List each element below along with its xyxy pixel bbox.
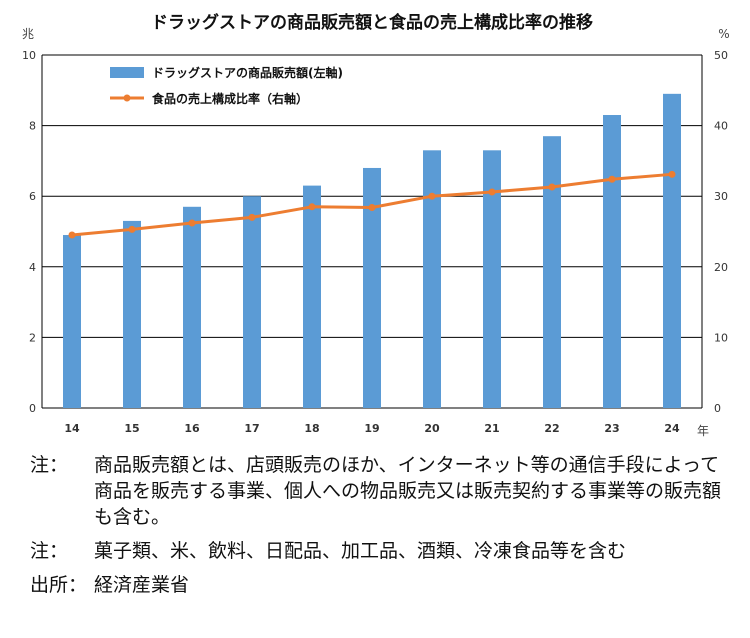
line-point: [308, 203, 316, 211]
left-axis: 0 2 4 6 8 10: [22, 49, 43, 415]
y-right-tick-label: 40: [714, 120, 728, 133]
right-axis-unit: %: [718, 27, 729, 41]
legend: ドラッグストアの商品販売額(左軸) 食品の売上構成比率（右軸）: [110, 65, 343, 106]
x-tick-label: 16: [184, 422, 200, 435]
x-tick-label: 22: [544, 422, 559, 435]
bar: [663, 93, 681, 408]
line-point: [188, 219, 196, 227]
legend-line-label: 食品の売上構成比率（右軸）: [151, 91, 308, 106]
line-point: [488, 188, 496, 196]
x-tick-label: 15: [124, 422, 139, 435]
line-point: [668, 170, 676, 178]
bar: [483, 150, 501, 408]
bar: [603, 115, 621, 408]
note-2: 注： 菓子類、米、飲料、日配品、加工品、酒類、冷凍食品等を含む: [30, 538, 730, 564]
x-tick-label: 14: [64, 422, 80, 435]
legend-bar-label: ドラッグストアの商品販売額(左軸): [152, 65, 343, 80]
line-point: [68, 231, 76, 239]
x-axis-unit: 年: [697, 424, 709, 438]
line-point: [548, 183, 556, 191]
line-point: [248, 213, 256, 221]
note-1: 注： 商品販売額とは、店頭販売のほか、インターネット等の通信手段によって商品を販…: [30, 452, 730, 530]
x-tick-label: 23: [604, 422, 619, 435]
y-left-tick-label: 10: [22, 49, 36, 62]
source-text: 経済産業省: [94, 574, 190, 596]
note-text: 菓子類、米、飲料、日配品、加工品、酒類、冷凍食品等を含む: [94, 540, 627, 562]
bar-series: [63, 93, 681, 408]
bar: [123, 220, 141, 408]
bar: [243, 196, 261, 408]
chart-title: ドラッグストアの商品販売額と食品の売上構成比率の推移: [151, 12, 593, 33]
source: 出所： 経済産業省: [30, 572, 730, 598]
source-label: 出所：: [30, 574, 88, 596]
y-left-tick-label: 0: [29, 402, 36, 415]
x-tick-label: 21: [484, 422, 499, 435]
note-label: 注：: [30, 540, 69, 562]
legend-bar-swatch: [110, 67, 144, 78]
x-tick-label: 17: [244, 422, 259, 435]
bar: [423, 150, 441, 408]
y-right-tick-label: 20: [714, 261, 728, 274]
y-right-tick-label: 30: [714, 190, 728, 203]
x-axis: 14 15 16 17 18 19 20 21 22 23 24: [64, 422, 680, 435]
line-point: [608, 175, 616, 183]
bar: [543, 136, 561, 408]
bar: [183, 206, 201, 408]
notes: 注： 商品販売額とは、店頭販売のほか、インターネット等の通信手段によって商品を販…: [30, 452, 730, 598]
y-left-tick-label: 4: [29, 261, 36, 274]
legend-line-marker: [123, 94, 131, 102]
x-tick-label: 19: [364, 422, 379, 435]
bar: [303, 185, 321, 408]
y-left-tick-label: 2: [29, 331, 36, 344]
x-tick-label: 24: [664, 422, 680, 435]
y-right-tick-label: 0: [714, 402, 721, 415]
x-tick-label: 20: [424, 422, 440, 435]
right-axis: 0 10 20 30 40 50: [701, 49, 728, 415]
x-tick-label: 18: [304, 422, 319, 435]
line-point: [128, 225, 136, 233]
note-text: 商品販売額とは、店頭販売のほか、インターネット等の通信手段によって商品を販売する…: [94, 454, 722, 528]
bar: [363, 167, 381, 408]
bar: [63, 235, 81, 408]
line-series: [68, 170, 676, 239]
line-point: [428, 192, 436, 200]
left-axis-unit: 兆: [22, 27, 34, 41]
line-point: [368, 203, 376, 211]
y-left-tick-label: 8: [29, 120, 36, 133]
y-right-tick-label: 50: [714, 49, 728, 62]
note-label: 注：: [30, 454, 69, 476]
y-right-tick-label: 10: [714, 331, 728, 344]
y-left-tick-label: 6: [29, 190, 36, 203]
